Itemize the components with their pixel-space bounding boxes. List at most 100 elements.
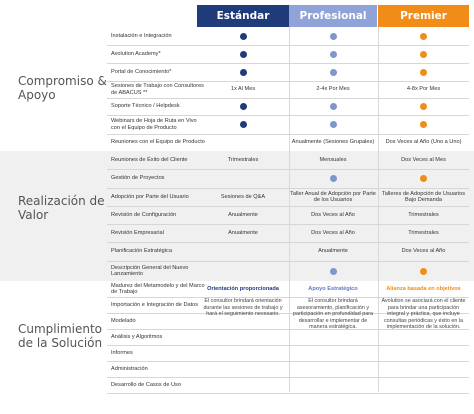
value-cell: Mensuales xyxy=(319,156,347,163)
row-label: Instalación e Integración xyxy=(111,32,172,39)
section-solution-bg xyxy=(0,281,474,414)
included-dot-cell xyxy=(378,45,469,63)
value-cell: Anualmente xyxy=(318,248,348,255)
included-dot-cell xyxy=(378,115,469,134)
table-row: Madurez del Metamodelo y del Marco de Tr… xyxy=(107,281,469,298)
header-premier: Premier xyxy=(378,5,469,27)
included-dot-icon xyxy=(329,50,337,58)
row-label: Reuniones con el Equipo de Producto xyxy=(111,139,205,146)
included-dot-icon xyxy=(420,32,427,40)
table-row: Gestión de Proyectos xyxy=(107,169,469,189)
included-dot-cell xyxy=(289,115,377,134)
included-dot-icon xyxy=(329,175,337,182)
section-value-bg xyxy=(0,151,474,281)
section-title-solution: Cumplimiento de la Solución xyxy=(18,322,103,350)
included-dot-icon xyxy=(239,68,247,76)
table-row: Revisión Empresarial Anualmente Dos Veces … xyxy=(107,224,469,243)
included-dot-cell xyxy=(378,261,469,281)
included-dot-cell xyxy=(378,27,469,45)
service-title-professional: Apoyo Estratégico xyxy=(308,286,358,292)
table-row: Administración xyxy=(107,361,469,378)
row-label: Planificación Estratégica xyxy=(111,248,172,255)
value-cell: Anualmente (Sesiones Grupales) xyxy=(291,139,375,146)
included-dot-cell xyxy=(378,169,469,188)
row-label: Soporte Técnico / Helpdesk xyxy=(111,103,180,110)
row-label: Análisis y Algoritmos xyxy=(111,333,163,340)
row-label: Adopción por Parte del Usuario xyxy=(111,193,189,200)
value-cell: Dos Veces al Año xyxy=(311,229,355,236)
included-dot-icon xyxy=(329,103,337,110)
included-dot-cell xyxy=(378,63,469,81)
included-dot-icon xyxy=(329,32,337,40)
value-cell: Dos Veces al Año xyxy=(401,248,446,255)
table-row: Descripción General del Nuevo Lanzamient… xyxy=(107,261,469,281)
service-desc-standard: El consultor brindará orientación durant… xyxy=(203,298,283,318)
row-label: Madurez del Metamodelo y del Marco de Tr… xyxy=(111,282,205,295)
value-cell: Dos Veces al Mes xyxy=(401,156,446,163)
included-dot-icon xyxy=(239,32,247,40)
row-label: Informes xyxy=(111,349,133,356)
value-cell: Trimestrales xyxy=(227,156,259,163)
included-dot-cell xyxy=(289,45,377,63)
included-dot-cell xyxy=(289,27,377,45)
included-dot-icon xyxy=(420,103,427,110)
table-row: Sesiones de Trabajo con Consultores de A… xyxy=(107,81,469,99)
included-dot-cell xyxy=(289,98,377,115)
service-desc-professional: El consultor brindará asesoramiento, pla… xyxy=(292,298,374,331)
column-divider xyxy=(289,27,290,392)
table-row: Importación e Integración de Datos xyxy=(107,297,469,314)
row-label: Revisión de Configuración xyxy=(111,211,177,218)
value-cell: Sesiones de Q&A xyxy=(220,193,266,200)
table-row: Informes xyxy=(107,345,469,362)
included-dot-cell xyxy=(289,169,377,188)
included-dot-icon xyxy=(329,121,337,128)
row-label: Administración xyxy=(111,365,148,372)
row-label: Portal de Conocimiento* xyxy=(111,68,172,75)
included-dot-cell xyxy=(197,27,289,45)
value-cell: Trimestrales xyxy=(408,211,439,218)
included-dot-icon xyxy=(239,50,247,58)
value-cell: Dos Veces al Año (Uno a Uno) xyxy=(385,139,462,146)
row-label: Avolution Academy* xyxy=(111,50,161,57)
included-dot-icon xyxy=(420,267,427,275)
value-cell: Anualmente xyxy=(228,211,258,218)
header-standard: Estándar xyxy=(197,5,289,27)
value-cell: 2-4x Por Mes xyxy=(316,86,350,93)
included-dot-icon xyxy=(420,68,427,76)
included-dot-icon xyxy=(420,50,427,58)
value-cell: Talleres de Adopción de Usuarios Bajo De… xyxy=(381,190,466,203)
row-label: Reuniones de Éxito del Cliente xyxy=(111,156,188,163)
included-dot-icon xyxy=(239,103,247,110)
row-label: Gestión de Proyectos xyxy=(111,175,165,182)
table-row: Desarrollo de Casos de Uso xyxy=(107,377,469,394)
row-label: Revisión Empresarial xyxy=(111,229,164,236)
row-label: Desarrollo de Casos de Uso xyxy=(111,381,181,388)
service-title-premier: Alianza basada en objetivos xyxy=(386,286,461,292)
included-dot-cell xyxy=(378,98,469,115)
value-cell: 4-8x Por Mes xyxy=(406,86,441,93)
table-row: Reuniones de Éxito del Cliente Trimestral… xyxy=(107,151,469,170)
row-label: Descripción General del Nuevo Lanzamient… xyxy=(111,264,189,277)
included-dot-cell xyxy=(289,63,377,81)
service-desc-premier: Avolution se asociará con el cliente par… xyxy=(381,298,466,331)
value-cell: Dos Veces al Año xyxy=(311,211,355,218)
included-dot-icon xyxy=(420,175,427,182)
table-row: Portal de Conocimiento* xyxy=(107,63,469,82)
row-label: Sesiones de Trabajo con Consultores de A… xyxy=(111,83,204,96)
included-dot-icon xyxy=(329,68,337,76)
table-row: Soporte Técnico / Helpdesk xyxy=(107,98,469,116)
table-row: Revisión de Configuración Anualmente Dos V… xyxy=(107,206,469,225)
table-row: Avolution Academy* xyxy=(107,45,469,64)
table-row: Adopción por Parte del Usuario Sesiones d… xyxy=(107,188,469,207)
table-row: Instalación e Integración xyxy=(107,27,469,46)
row-label: Webinars de Hoja de Ruta en Vivo con el … xyxy=(111,118,197,131)
included-dot-cell xyxy=(197,98,289,115)
value-cell: Anualmente xyxy=(228,229,258,236)
included-dot-icon xyxy=(329,267,337,275)
included-dot-cell xyxy=(197,115,289,134)
section-title-engagement: Compromiso & Apoyo xyxy=(18,74,107,102)
included-dot-cell xyxy=(197,63,289,81)
section-title-value: Realización de Valor xyxy=(18,194,105,222)
included-dot-cell xyxy=(289,261,377,281)
included-dot-icon xyxy=(420,121,427,128)
